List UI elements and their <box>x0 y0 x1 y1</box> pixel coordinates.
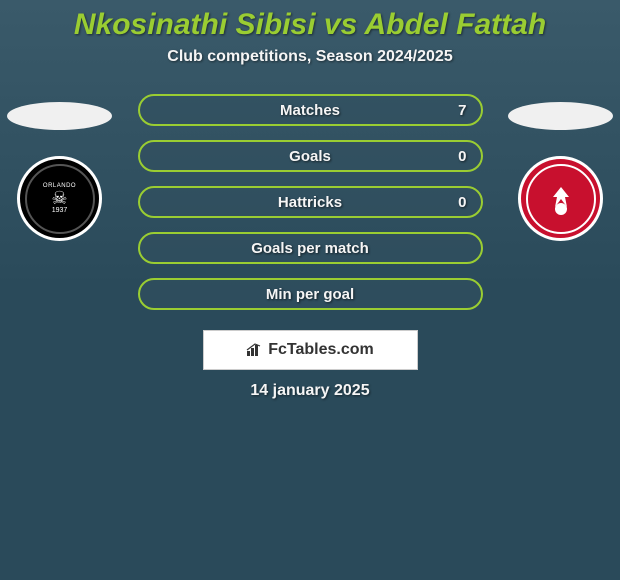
stat-row-matches: Matches 7 <box>138 94 483 126</box>
stat-label: Goals per match <box>251 240 369 257</box>
stats-area: ORLANDO ☠ 1937 Matches 7 Goals 0 <box>0 94 620 400</box>
subtitle: Club competitions, Season 2024/2025 <box>0 48 620 66</box>
brand-box: FcTables.com <box>203 330 418 370</box>
stat-row-goals: Goals 0 <box>138 140 483 172</box>
stat-rows: Matches 7 Goals 0 Hattricks 0 Goals per … <box>138 94 483 310</box>
stat-label: Matches <box>280 102 340 119</box>
stat-label: Min per goal <box>266 286 354 303</box>
stat-value-right: 7 <box>458 102 466 119</box>
stat-label: Goals <box>289 148 331 165</box>
bar-chart-icon <box>246 343 264 357</box>
brand-text: FcTables.com <box>268 341 374 359</box>
stat-label: Hattricks <box>278 194 342 211</box>
left-player-ellipse <box>7 102 112 130</box>
stat-value-right: 0 <box>458 194 466 211</box>
page-title: Nkosinathi Sibisi vs Abdel Fattah <box>0 8 620 42</box>
stat-row-min-per-goal: Min per goal <box>138 278 483 310</box>
right-club-logo <box>518 156 603 241</box>
stat-row-goals-per-match: Goals per match <box>138 232 483 264</box>
stat-value-right: 0 <box>458 148 466 165</box>
right-player-ellipse <box>508 102 613 130</box>
stat-row-hattricks: Hattricks 0 <box>138 186 483 218</box>
left-club-logo: ORLANDO ☠ 1937 <box>17 156 102 241</box>
date-text: 14 january 2025 <box>0 382 620 400</box>
comparison-card: Nkosinathi Sibisi vs Abdel Fattah Club c… <box>0 0 620 400</box>
pirates-logo-icon: ORLANDO ☠ 1937 <box>25 164 95 234</box>
alahly-logo-icon <box>526 164 596 234</box>
